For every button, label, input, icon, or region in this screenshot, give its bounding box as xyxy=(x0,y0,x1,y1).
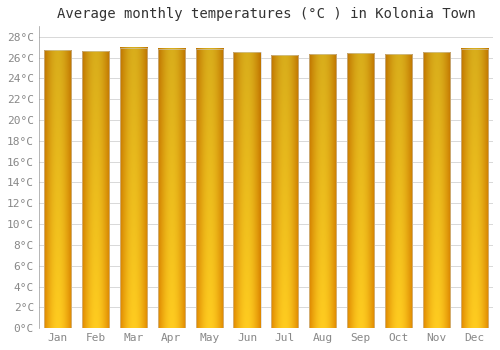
Bar xyxy=(234,52,260,328)
Bar xyxy=(44,50,72,328)
Bar xyxy=(271,55,298,328)
Bar xyxy=(385,54,412,328)
Bar xyxy=(460,49,488,328)
Title: Average monthly temperatures (°C ) in Kolonia Town: Average monthly temperatures (°C ) in Ko… xyxy=(56,7,476,21)
Bar xyxy=(120,48,147,328)
Bar xyxy=(158,49,185,328)
Bar xyxy=(347,53,374,328)
Bar xyxy=(422,52,450,328)
Bar xyxy=(82,51,109,328)
Bar xyxy=(196,49,223,328)
Bar xyxy=(309,54,336,328)
